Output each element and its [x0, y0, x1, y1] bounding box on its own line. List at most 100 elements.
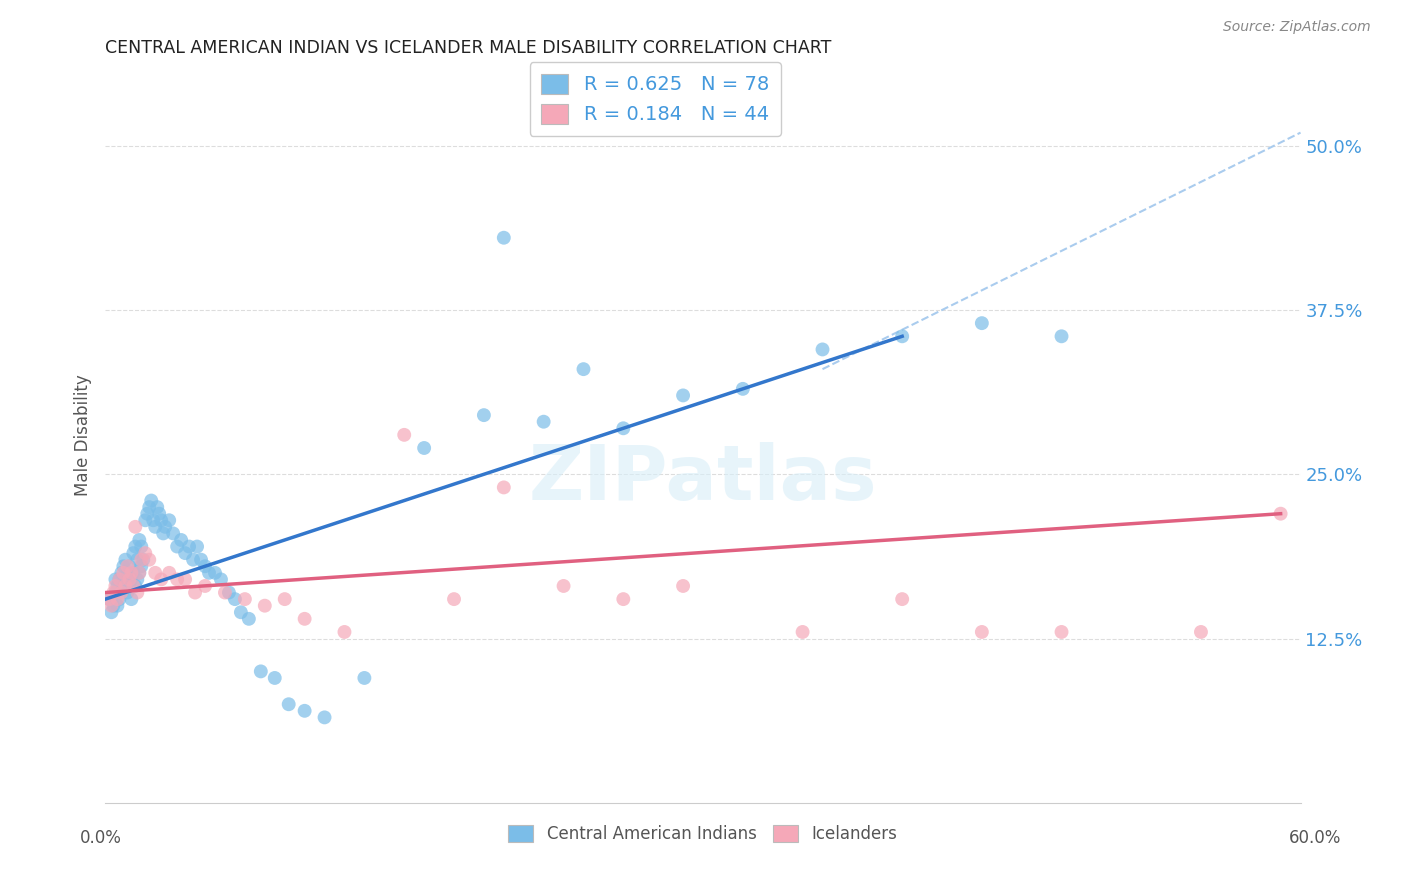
Point — [150, 513, 173, 527]
Point — [141, 493, 163, 508]
Point — [143, 520, 166, 534]
Point — [148, 507, 170, 521]
Point — [792, 624, 814, 639]
Text: ZIPatlas: ZIPatlas — [529, 442, 877, 516]
Point — [214, 585, 236, 599]
Point — [1270, 507, 1292, 521]
Point — [107, 599, 129, 613]
Point — [166, 573, 188, 587]
Point — [117, 559, 139, 574]
Text: 0.0%: 0.0% — [80, 829, 122, 847]
Point — [143, 566, 166, 580]
Point — [110, 566, 132, 580]
Point — [120, 566, 142, 580]
Point — [122, 546, 145, 560]
Point — [1189, 624, 1212, 639]
Point — [970, 624, 993, 639]
Point — [153, 520, 177, 534]
Point — [138, 500, 160, 515]
Point — [107, 592, 129, 607]
Point — [98, 592, 121, 607]
Point — [146, 500, 169, 515]
Point — [233, 592, 256, 607]
Point — [492, 480, 515, 494]
Point — [104, 573, 127, 587]
Point — [492, 231, 515, 245]
Point — [114, 579, 136, 593]
Point — [108, 573, 131, 587]
Point — [100, 605, 122, 619]
Point — [294, 612, 316, 626]
Point — [157, 566, 180, 580]
Point — [198, 566, 221, 580]
Point — [553, 579, 575, 593]
Point — [129, 552, 153, 566]
Point — [443, 592, 465, 607]
Point — [238, 612, 260, 626]
Point — [128, 566, 150, 580]
Text: Source: ZipAtlas.com: Source: ZipAtlas.com — [1223, 20, 1371, 34]
Point — [174, 546, 197, 560]
Point — [122, 579, 145, 593]
Point — [731, 382, 754, 396]
Text: CENTRAL AMERICAN INDIAN VS ICELANDER MALE DISABILITY CORRELATION CHART: CENTRAL AMERICAN INDIAN VS ICELANDER MAL… — [105, 39, 832, 57]
Point — [110, 585, 132, 599]
Point — [117, 566, 139, 580]
Point — [572, 362, 595, 376]
Point — [134, 546, 156, 560]
Point — [273, 592, 295, 607]
Point — [891, 329, 914, 343]
Point — [162, 526, 184, 541]
Point — [250, 665, 273, 679]
Point — [98, 592, 121, 607]
Point — [104, 585, 127, 599]
Point — [128, 533, 150, 547]
Point — [263, 671, 285, 685]
Point — [177, 540, 201, 554]
Point — [108, 592, 131, 607]
Point — [104, 579, 127, 593]
Point — [132, 552, 155, 566]
Point — [124, 520, 146, 534]
Point — [136, 507, 159, 521]
Point — [672, 388, 695, 402]
Point — [209, 573, 232, 587]
Point — [129, 540, 153, 554]
Point — [112, 579, 135, 593]
Point — [392, 427, 416, 442]
Point — [811, 343, 834, 357]
Point — [107, 579, 129, 593]
Point — [970, 316, 993, 330]
Point — [413, 441, 436, 455]
Point — [127, 552, 149, 566]
Point — [1050, 624, 1073, 639]
Point — [124, 540, 146, 554]
Point — [118, 573, 141, 587]
Point — [110, 585, 132, 599]
Point — [114, 552, 136, 566]
Point — [118, 559, 141, 574]
Point — [333, 624, 356, 639]
Point — [277, 698, 299, 712]
Point — [114, 573, 136, 587]
Point — [142, 513, 165, 527]
Point — [190, 552, 212, 566]
Point — [157, 513, 180, 527]
Point — [120, 573, 142, 587]
Point — [108, 573, 131, 587]
Point — [204, 566, 226, 580]
Point — [100, 599, 122, 613]
Point — [138, 552, 160, 566]
Point — [1050, 329, 1073, 343]
Point — [124, 579, 146, 593]
Point — [612, 592, 634, 607]
Point — [533, 415, 555, 429]
Point — [218, 585, 240, 599]
Point — [891, 592, 914, 607]
Point — [612, 421, 634, 435]
Point — [103, 599, 125, 613]
Point — [174, 573, 197, 587]
Point — [294, 704, 316, 718]
Point — [353, 671, 375, 685]
Point — [229, 605, 252, 619]
